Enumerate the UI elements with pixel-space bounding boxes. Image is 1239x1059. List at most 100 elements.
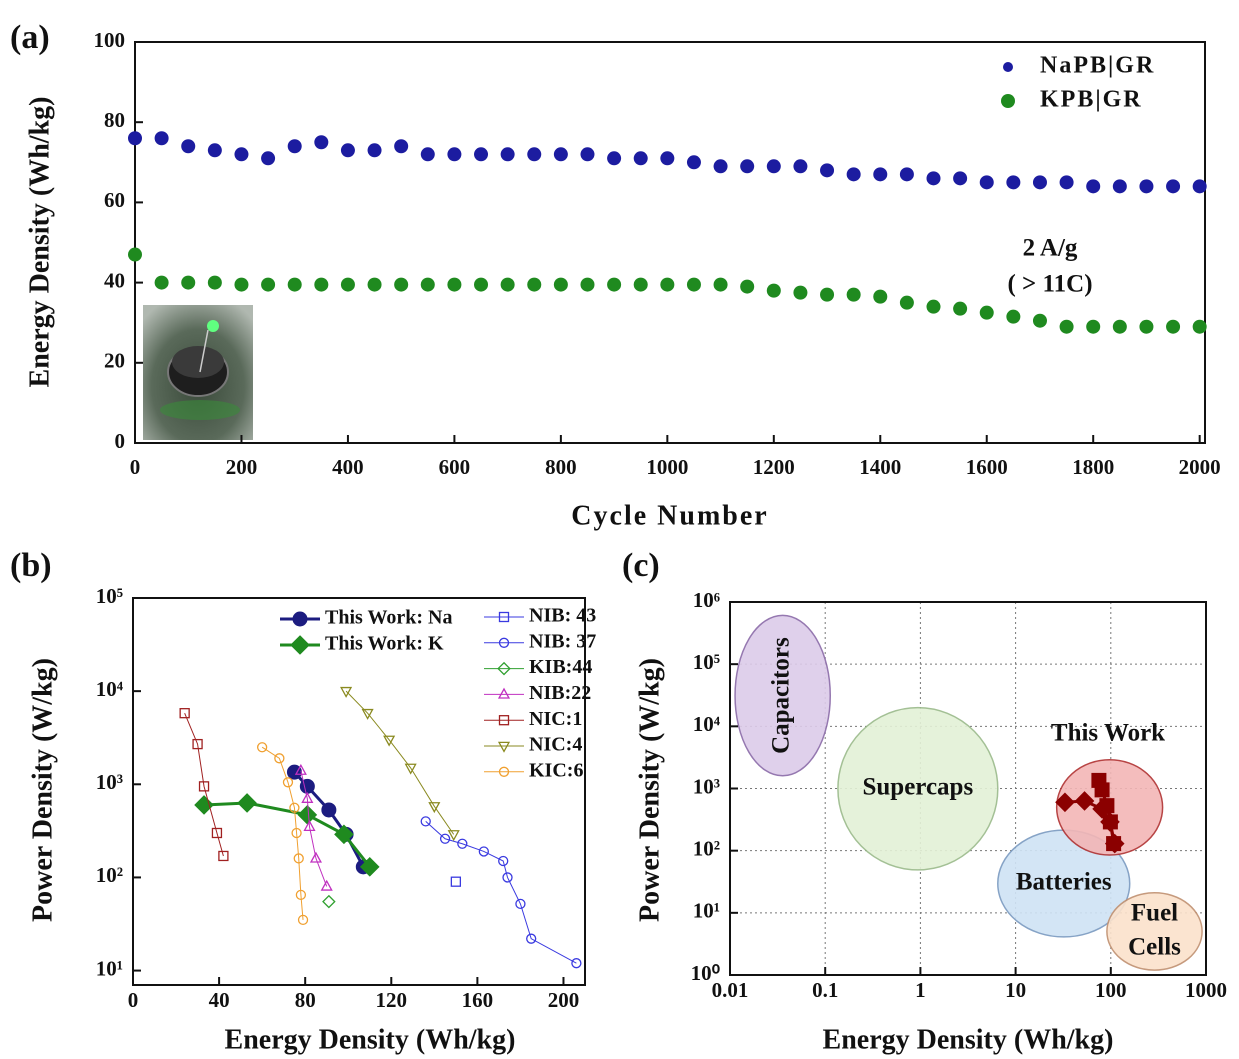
x-tick-label: 2000 [1179,455,1221,479]
x-tick-label: 40 [209,988,230,1012]
x-tick-label: 1600 [966,455,1008,479]
data-point [873,289,888,304]
data-point [607,277,622,292]
data-point [979,305,994,320]
region [1106,892,1203,971]
legend-label: NIC:4 [529,734,582,756]
data-point [713,159,728,174]
data-point [297,914,309,926]
data-point [686,155,701,170]
data-point [128,247,142,262]
data-point [420,277,435,292]
legend-label: NaPB|GR [1040,53,1155,79]
data-point [766,283,781,298]
data-point [500,277,515,292]
data-point [1100,812,1120,832]
data-point [793,285,808,300]
y-tick-label: 100 [94,28,126,52]
data-point [953,171,968,186]
data-point [846,167,861,182]
x-tick-label: 100 [1095,978,1127,1002]
y-tick-label: 0 [115,429,126,453]
x-tick-label: 600 [439,455,471,479]
x-tick-label: 120 [376,988,408,1012]
panel-label: (b) [10,547,52,584]
annotation: 2 A/g [1023,235,1078,262]
data-point [340,143,355,158]
data-point [282,777,294,788]
data-point [361,708,374,720]
legend-label: KIB:44 [529,656,592,678]
x-tick-label: 1 [915,978,926,1002]
series-line [300,770,328,887]
data-point [211,827,223,839]
region [734,614,832,777]
panel-label: (a) [10,19,50,56]
data-point [287,277,302,292]
region-label: Fuel Cells [1128,899,1181,960]
data-point [198,781,210,792]
data-point [128,131,142,146]
x-tick-label: 1000 [646,455,688,479]
data-point [926,299,941,314]
data-point [383,735,396,747]
data-point [320,879,333,891]
data-point [820,163,835,178]
y-tick-label: 20 [104,349,125,373]
data-point [820,287,835,302]
x-tick-label: 200 [226,455,258,479]
data-point [314,135,329,150]
data-point [633,151,648,166]
data-point [218,850,229,862]
data-point [340,277,355,292]
region [837,706,999,871]
data-point [846,287,861,302]
x-tick-label: 80 [295,988,316,1012]
plot-frame [132,597,586,986]
legend-marker [497,661,511,676]
data-point [439,833,451,844]
y-tick-label: 60 [104,188,125,212]
data-point [1032,175,1047,190]
data-point [1192,179,1207,194]
y-axis-title: Power Density (W/kg) [634,658,665,922]
data-point [660,151,675,166]
legend-marker [498,611,510,623]
y-axis-title: Power Density (W/kg) [27,658,58,922]
data-point [1059,175,1074,190]
legend-marker [290,635,310,655]
data-point [474,277,489,292]
data-point [1092,799,1112,819]
data-point [340,686,353,698]
inset-photo [143,305,253,440]
data-point [192,738,203,750]
data-point [447,830,460,842]
x-tick-label: 0.1 [812,978,838,1002]
data-point [515,898,526,910]
panel-label: (c) [622,547,660,584]
legend-label: KPB|GR [1040,87,1143,113]
data-point [979,175,994,190]
data-point [1139,179,1154,194]
y-tick-label: 10¹ [693,899,720,923]
data-point [404,763,417,775]
data-point [1094,782,1110,798]
y-tick-label: 10² [96,863,123,887]
data-point [1059,319,1074,334]
series-line [184,712,224,857]
data-point [394,277,409,292]
annotation: ( > 11C) [1007,271,1092,298]
legend-label: This Work: K [325,633,444,655]
data-point [571,958,582,969]
data-point [303,820,316,832]
legend-label: This Work: Na [325,607,452,629]
data-point [359,857,380,877]
region-label: Supercaps [863,774,974,801]
data-point [686,277,701,292]
data-point [1166,179,1181,194]
x-tick-label: 400 [332,455,364,479]
y-tick-label: 10⁰ [691,961,721,985]
x-tick-label: 0.01 [712,978,749,1002]
data-point [1192,319,1207,334]
data-point [527,147,542,162]
